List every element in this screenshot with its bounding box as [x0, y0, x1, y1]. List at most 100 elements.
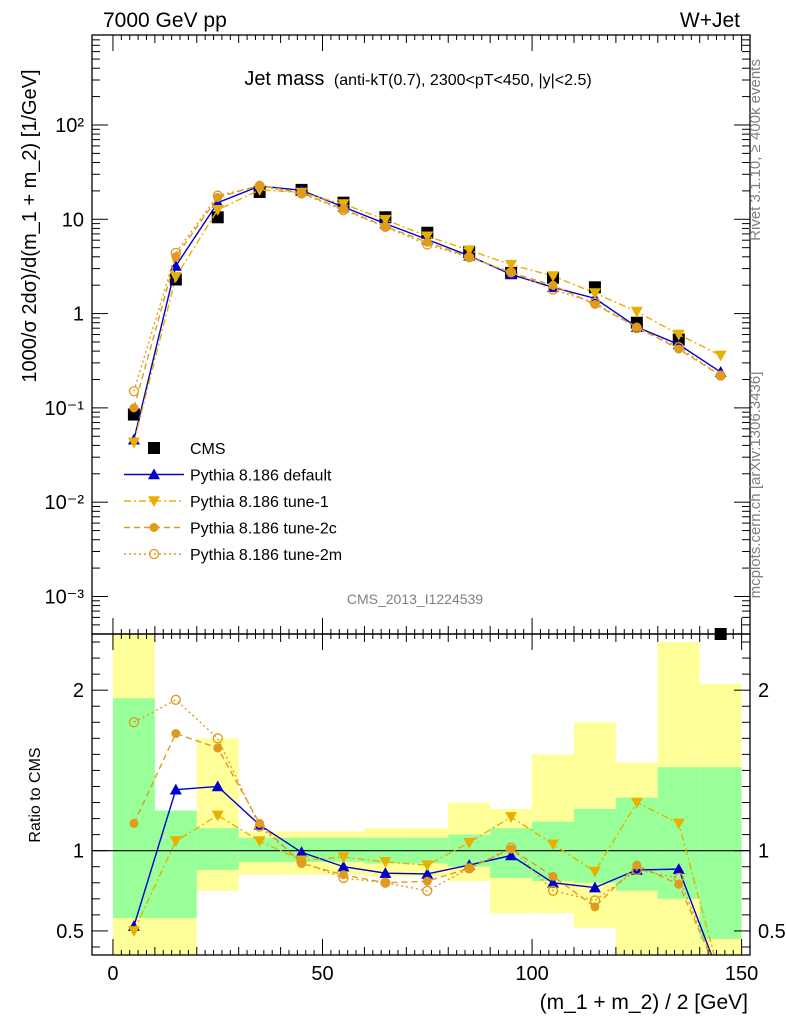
x-tick-label: 100 — [515, 963, 548, 985]
data-point — [296, 188, 307, 199]
legend-marker — [148, 442, 160, 454]
x-tick-label: 150 — [725, 963, 758, 985]
x-axis-label: (m_1 + m_2) / 2 [GeV] — [540, 991, 748, 1014]
ratio-point — [421, 860, 434, 872]
data-point — [254, 180, 265, 192]
y-tick-label-main: 10⁻³ — [45, 586, 85, 608]
ratio-point — [630, 797, 643, 809]
ratio-point — [337, 860, 350, 872]
data-point — [631, 323, 642, 334]
data-point — [464, 252, 475, 263]
green-band-bin — [154, 810, 197, 919]
ratio-point — [253, 836, 266, 848]
legend-label: Pythia 8.186 tune-2c — [190, 521, 337, 538]
ratio-point — [128, 717, 140, 728]
ratio-line — [133, 801, 715, 955]
ratio-point — [463, 837, 476, 849]
data-point — [129, 403, 139, 413]
data-point — [547, 284, 559, 295]
ratio-point — [338, 872, 349, 884]
ratio-point — [672, 863, 685, 874]
data-point — [170, 247, 181, 259]
green-band-bin — [196, 828, 239, 870]
ratio-pythia-8-186-tune-2m — [128, 694, 712, 955]
ratio-point — [380, 877, 391, 888]
data-point — [128, 386, 140, 397]
ratio-point — [505, 812, 518, 823]
ratio-point — [169, 783, 182, 795]
y-tick-label-main: 10² — [55, 115, 84, 137]
data-point — [212, 190, 223, 201]
plot-title-main: Jet mass — [244, 68, 324, 90]
data-point — [255, 180, 265, 190]
legend-entry: CMS — [148, 441, 226, 458]
ratio-point — [547, 839, 560, 851]
legend-marker — [148, 548, 160, 560]
ratio-uncertainty-bands — [112, 634, 742, 955]
green-band-bin — [699, 767, 742, 939]
y-tick-label-ratio-right: 1 — [758, 841, 769, 863]
y-axis-label-ratio: Ratio to CMS — [27, 747, 44, 842]
ratio-point — [588, 881, 601, 893]
ratio-point — [421, 867, 434, 879]
y-tick-label-main: 10⁻¹ — [45, 398, 85, 420]
ratio-point — [129, 818, 139, 828]
x-tick-label: 0 — [107, 963, 118, 985]
y-tick-label-ratio-right: 0.5 — [758, 921, 786, 943]
ratio-point — [673, 872, 684, 884]
data-point — [589, 297, 601, 308]
data-point — [211, 205, 224, 216]
rivet-version-text: Rivet 3.1.10, ≥ 400k events — [747, 59, 764, 241]
y-tick-label-main: 10 — [62, 209, 84, 231]
plot-title-detail: (anti-kT(0.7), 2300<pT<450, |y|<2.5) — [334, 72, 592, 89]
legend-entry: Pythia 8.186 tune-2m — [124, 547, 342, 564]
y-tick-label-ratio-left: 2 — [73, 680, 84, 702]
ratio-point — [505, 842, 517, 853]
legend-label: CMS — [190, 441, 226, 458]
data-point — [421, 231, 434, 243]
data-point — [630, 306, 643, 318]
y-tick-label-main: 1 — [73, 304, 84, 326]
header-right: W+Jet — [680, 9, 740, 32]
ratio-point — [422, 885, 433, 896]
analysis-id: CMS_2013_I1224539 — [347, 591, 483, 607]
ratio-point — [588, 866, 601, 878]
data-point — [714, 350, 727, 362]
ratio-point — [548, 871, 558, 881]
ratio-frame — [91, 633, 751, 956]
main-panel-series — [127, 180, 727, 640]
ratio-point — [296, 856, 307, 868]
data-point — [338, 204, 349, 216]
data-point — [547, 271, 560, 283]
ratio-panel-series — [127, 694, 715, 955]
green-band-bin — [657, 767, 700, 899]
ratio-point — [422, 876, 432, 886]
legend-marker — [148, 468, 160, 480]
data-point — [672, 329, 685, 341]
y-tick-label-ratio-left: 1 — [73, 841, 84, 863]
legend-label: Pythia 8.186 default — [190, 468, 332, 485]
ratio-point — [254, 821, 265, 832]
data-point — [127, 408, 140, 421]
header-left: 7000 GeV pp — [103, 9, 227, 32]
x-tick-label: 50 — [311, 963, 333, 985]
mcplots-text: mcplots.cern.ch [arXiv:1306.3436] — [747, 372, 764, 599]
ratio-point — [464, 863, 475, 874]
series-cms — [127, 183, 727, 640]
legend: CMS Pythia 8.186 default Pythia 8.186 tune… — [124, 441, 342, 564]
ratio-point — [171, 729, 181, 739]
ratio-point — [464, 863, 474, 873]
ratio-point — [589, 895, 601, 906]
ratio-point — [212, 733, 223, 744]
ratio-point — [547, 885, 559, 896]
ratio-point — [170, 694, 181, 705]
axis-ticks: 10⁻³ 10⁻² 10⁻¹ 1 10 10² 0.5 0.5 1 1 2 2 0 50 100 150 — [45, 34, 786, 985]
data-point — [169, 272, 182, 283]
legend-entry: Pythia 8.186 tune-2c — [124, 521, 337, 538]
data-point — [211, 196, 224, 208]
ratio-point — [380, 878, 390, 888]
ratio-point — [505, 849, 518, 861]
ratio-point — [379, 857, 392, 868]
ratio-point — [169, 836, 182, 848]
